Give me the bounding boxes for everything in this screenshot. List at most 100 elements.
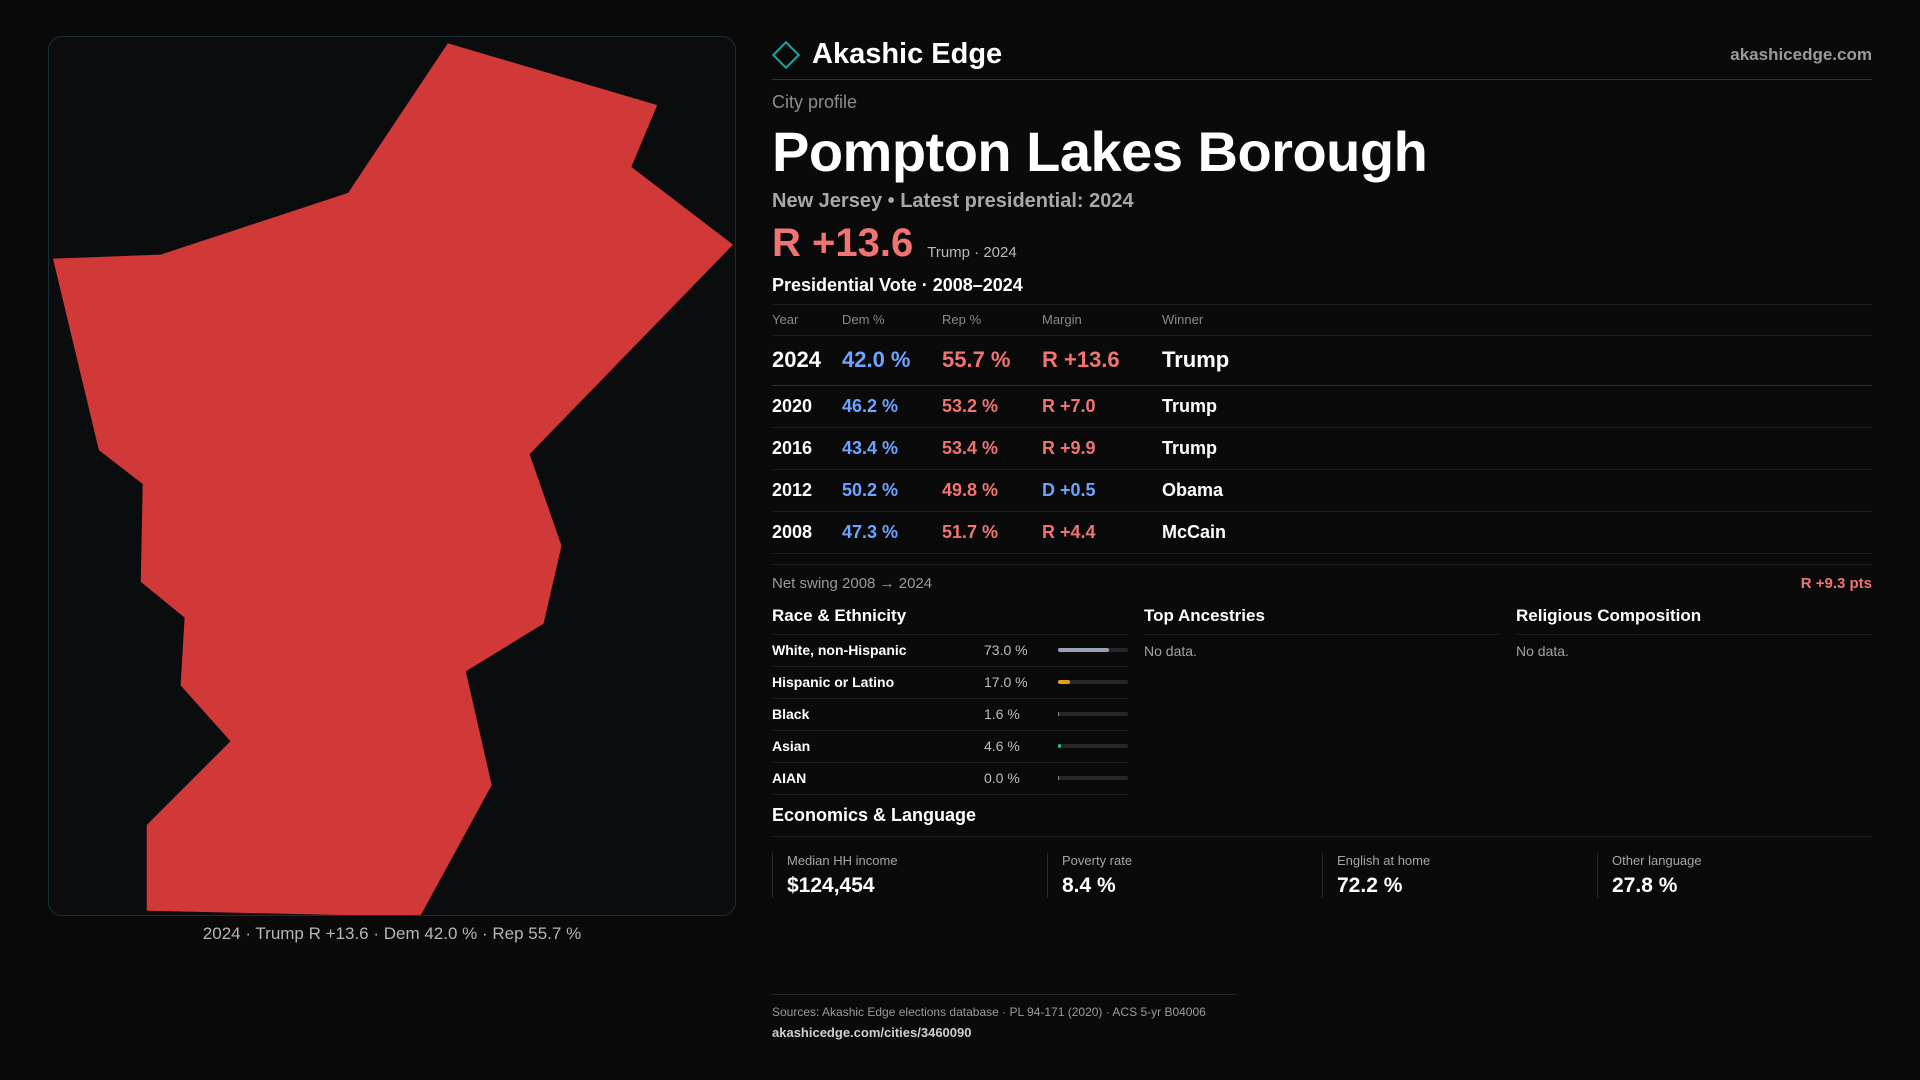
race-row: Black 1.6 %	[772, 699, 1128, 731]
race-bar	[1058, 776, 1128, 780]
ancestries-empty: No data.	[1144, 642, 1197, 659]
econ-label: Median HH income	[787, 852, 898, 868]
row-rep: 55.7 %	[942, 335, 1042, 386]
row-margin: R +4.4	[1042, 511, 1162, 554]
header-winner: Winner	[1162, 305, 1872, 336]
table-row: 2012 50.2 % 49.8 % D +0.5 Obama	[772, 469, 1872, 512]
headline-note: Trump · 2024	[927, 244, 1017, 261]
row-rep: 53.2 %	[942, 385, 1042, 428]
race-value: 73.0 %	[984, 642, 1028, 658]
header-dem: Dem %	[842, 305, 942, 336]
econ-cell: Median HH income $124,454	[772, 852, 1047, 898]
race-bar-fill	[1058, 712, 1060, 716]
race-row: AIAN 0.0 %	[772, 763, 1128, 795]
race-bar-fill	[1058, 648, 1110, 652]
row-year: 2020	[772, 385, 842, 428]
religion-title: Religious Composition	[1516, 606, 1872, 635]
race-ethnicity-block: Race & Ethnicity White, non-Hispanic 73.…	[772, 606, 1128, 795]
race-title: Race & Ethnicity	[772, 606, 1128, 635]
race-bar-fill	[1058, 744, 1062, 748]
vote-table: Year Dem % Rep % Margin Winner 2024 42.0…	[772, 305, 1872, 554]
demographics-section: Race & Ethnicity White, non-Hispanic 73.…	[772, 606, 1872, 795]
row-rep: 53.4 %	[942, 427, 1042, 470]
profile-label: City profile	[772, 92, 858, 112]
race-bar	[1058, 648, 1128, 652]
table-row: 2024 42.0 % 55.7 % R +13.6 Trump	[772, 335, 1872, 386]
brand-name: Akashic Edge	[812, 38, 1003, 70]
race-value: 0.0 %	[984, 770, 1020, 786]
city-boundary-shape	[52, 43, 734, 915]
row-winner: Trump	[1162, 385, 1872, 428]
econ-value: 27.8 %	[1612, 873, 1678, 897]
econ-cell: Poverty rate 8.4 %	[1047, 852, 1322, 898]
row-dem: 50.2 %	[842, 469, 942, 512]
ancestries-title: Top Ancestries	[1144, 606, 1500, 635]
headline-margin-row: R +13.6 Trump · 2024	[772, 223, 1872, 263]
table-row: 2008 47.3 % 51.7 % R +4.4 McCain	[772, 511, 1872, 554]
row-margin: R +7.0	[1042, 385, 1162, 428]
row-winner: Trump	[1162, 427, 1872, 470]
page-url-link[interactable]: akashicedge.com/cities/3460090	[772, 1025, 972, 1040]
table-row: 2020 46.2 % 53.2 % R +7.0 Trump	[772, 385, 1872, 428]
race-label: White, non-Hispanic	[772, 642, 907, 658]
swing-label: Net swing 2008 → 2024	[772, 574, 933, 592]
race-label: Black	[772, 706, 810, 722]
vote-table-header: Year Dem % Rep % Margin Winner	[772, 305, 1872, 336]
row-year: 2012	[772, 469, 842, 512]
state-line: New Jersey • Latest presidential: 2024	[772, 190, 1134, 212]
religion-block: Religious Composition No data.	[1516, 606, 1872, 795]
row-margin: R +13.6	[1042, 335, 1162, 386]
row-dem: 43.4 %	[842, 427, 942, 470]
econ-value: $124,454	[787, 873, 875, 897]
row-dem: 47.3 %	[842, 511, 942, 554]
race-label: Asian	[772, 738, 811, 754]
row-winner: McCain	[1162, 511, 1872, 554]
race-list: White, non-Hispanic 73.0 % Hispanic or L…	[772, 635, 1128, 795]
race-bar-fill	[1058, 680, 1070, 684]
sources-text: Sources: Akashic Edge elections database…	[772, 1005, 1206, 1019]
race-label: AIAN	[772, 770, 807, 786]
brand[interactable]: Akashic Edge	[771, 38, 1003, 71]
race-value: 17.0 %	[984, 674, 1028, 690]
header-rep: Rep %	[942, 305, 1042, 336]
economics-title: Economics & Language	[772, 805, 1872, 837]
race-bar	[1058, 744, 1128, 748]
page-title: Pompton Lakes Borough	[772, 120, 1428, 183]
race-row: White, non-Hispanic 73.0 %	[772, 635, 1128, 667]
row-margin: R +9.9	[1042, 427, 1162, 470]
race-label: Hispanic or Latino	[772, 674, 895, 690]
econ-value: 8.4 %	[1062, 873, 1116, 897]
econ-label: Poverty rate	[1062, 852, 1133, 868]
ancestries-block: Top Ancestries No data.	[1144, 606, 1500, 795]
row-year: 2016	[772, 427, 842, 470]
headline-margin: R +13.6	[772, 221, 914, 265]
row-winner: Obama	[1162, 469, 1872, 512]
race-bar	[1058, 680, 1128, 684]
row-winner: Trump	[1162, 335, 1872, 386]
net-swing: Net swing 2008 → 2024 R +9.3 pts	[772, 563, 1872, 592]
econ-label: English at home	[1337, 852, 1431, 868]
race-bar-fill	[1058, 776, 1059, 780]
row-rep: 49.8 %	[942, 469, 1042, 512]
table-row: 2016 43.4 % 53.4 % R +9.9 Trump	[772, 427, 1872, 470]
row-margin: D +0.5	[1042, 469, 1162, 512]
row-year: 2024	[772, 335, 842, 386]
header-year: Year	[772, 305, 842, 336]
vote-section-title: Presidential Vote · 2008–2024	[772, 275, 1872, 305]
econ-value: 72.2 %	[1337, 873, 1403, 897]
site-link[interactable]: akashicedge.com	[1730, 44, 1872, 64]
map-caption: 2024 · Trump R +13.6 · Dem 42.0 % · Rep …	[202, 924, 582, 943]
econ-cell: English at home 72.2 %	[1322, 852, 1597, 898]
profile-panel: Akashic Edge akashicedge.com City profil…	[771, 30, 1872, 898]
race-row: Hispanic or Latino 17.0 %	[772, 667, 1128, 699]
footer: Sources: Akashic Edge elections database…	[772, 994, 1236, 1040]
race-value: 1.6 %	[984, 706, 1020, 722]
city-boundary-map	[52, 43, 734, 915]
row-year: 2008	[772, 511, 842, 554]
race-bar	[1058, 712, 1128, 716]
economics-grid: Median HH income $124,454 Poverty rate 8…	[772, 852, 1872, 898]
race-row: Asian 4.6 %	[772, 731, 1128, 763]
econ-label: Other language	[1612, 852, 1702, 868]
row-dem: 42.0 %	[842, 335, 942, 386]
diamond-logo-icon	[771, 40, 801, 69]
